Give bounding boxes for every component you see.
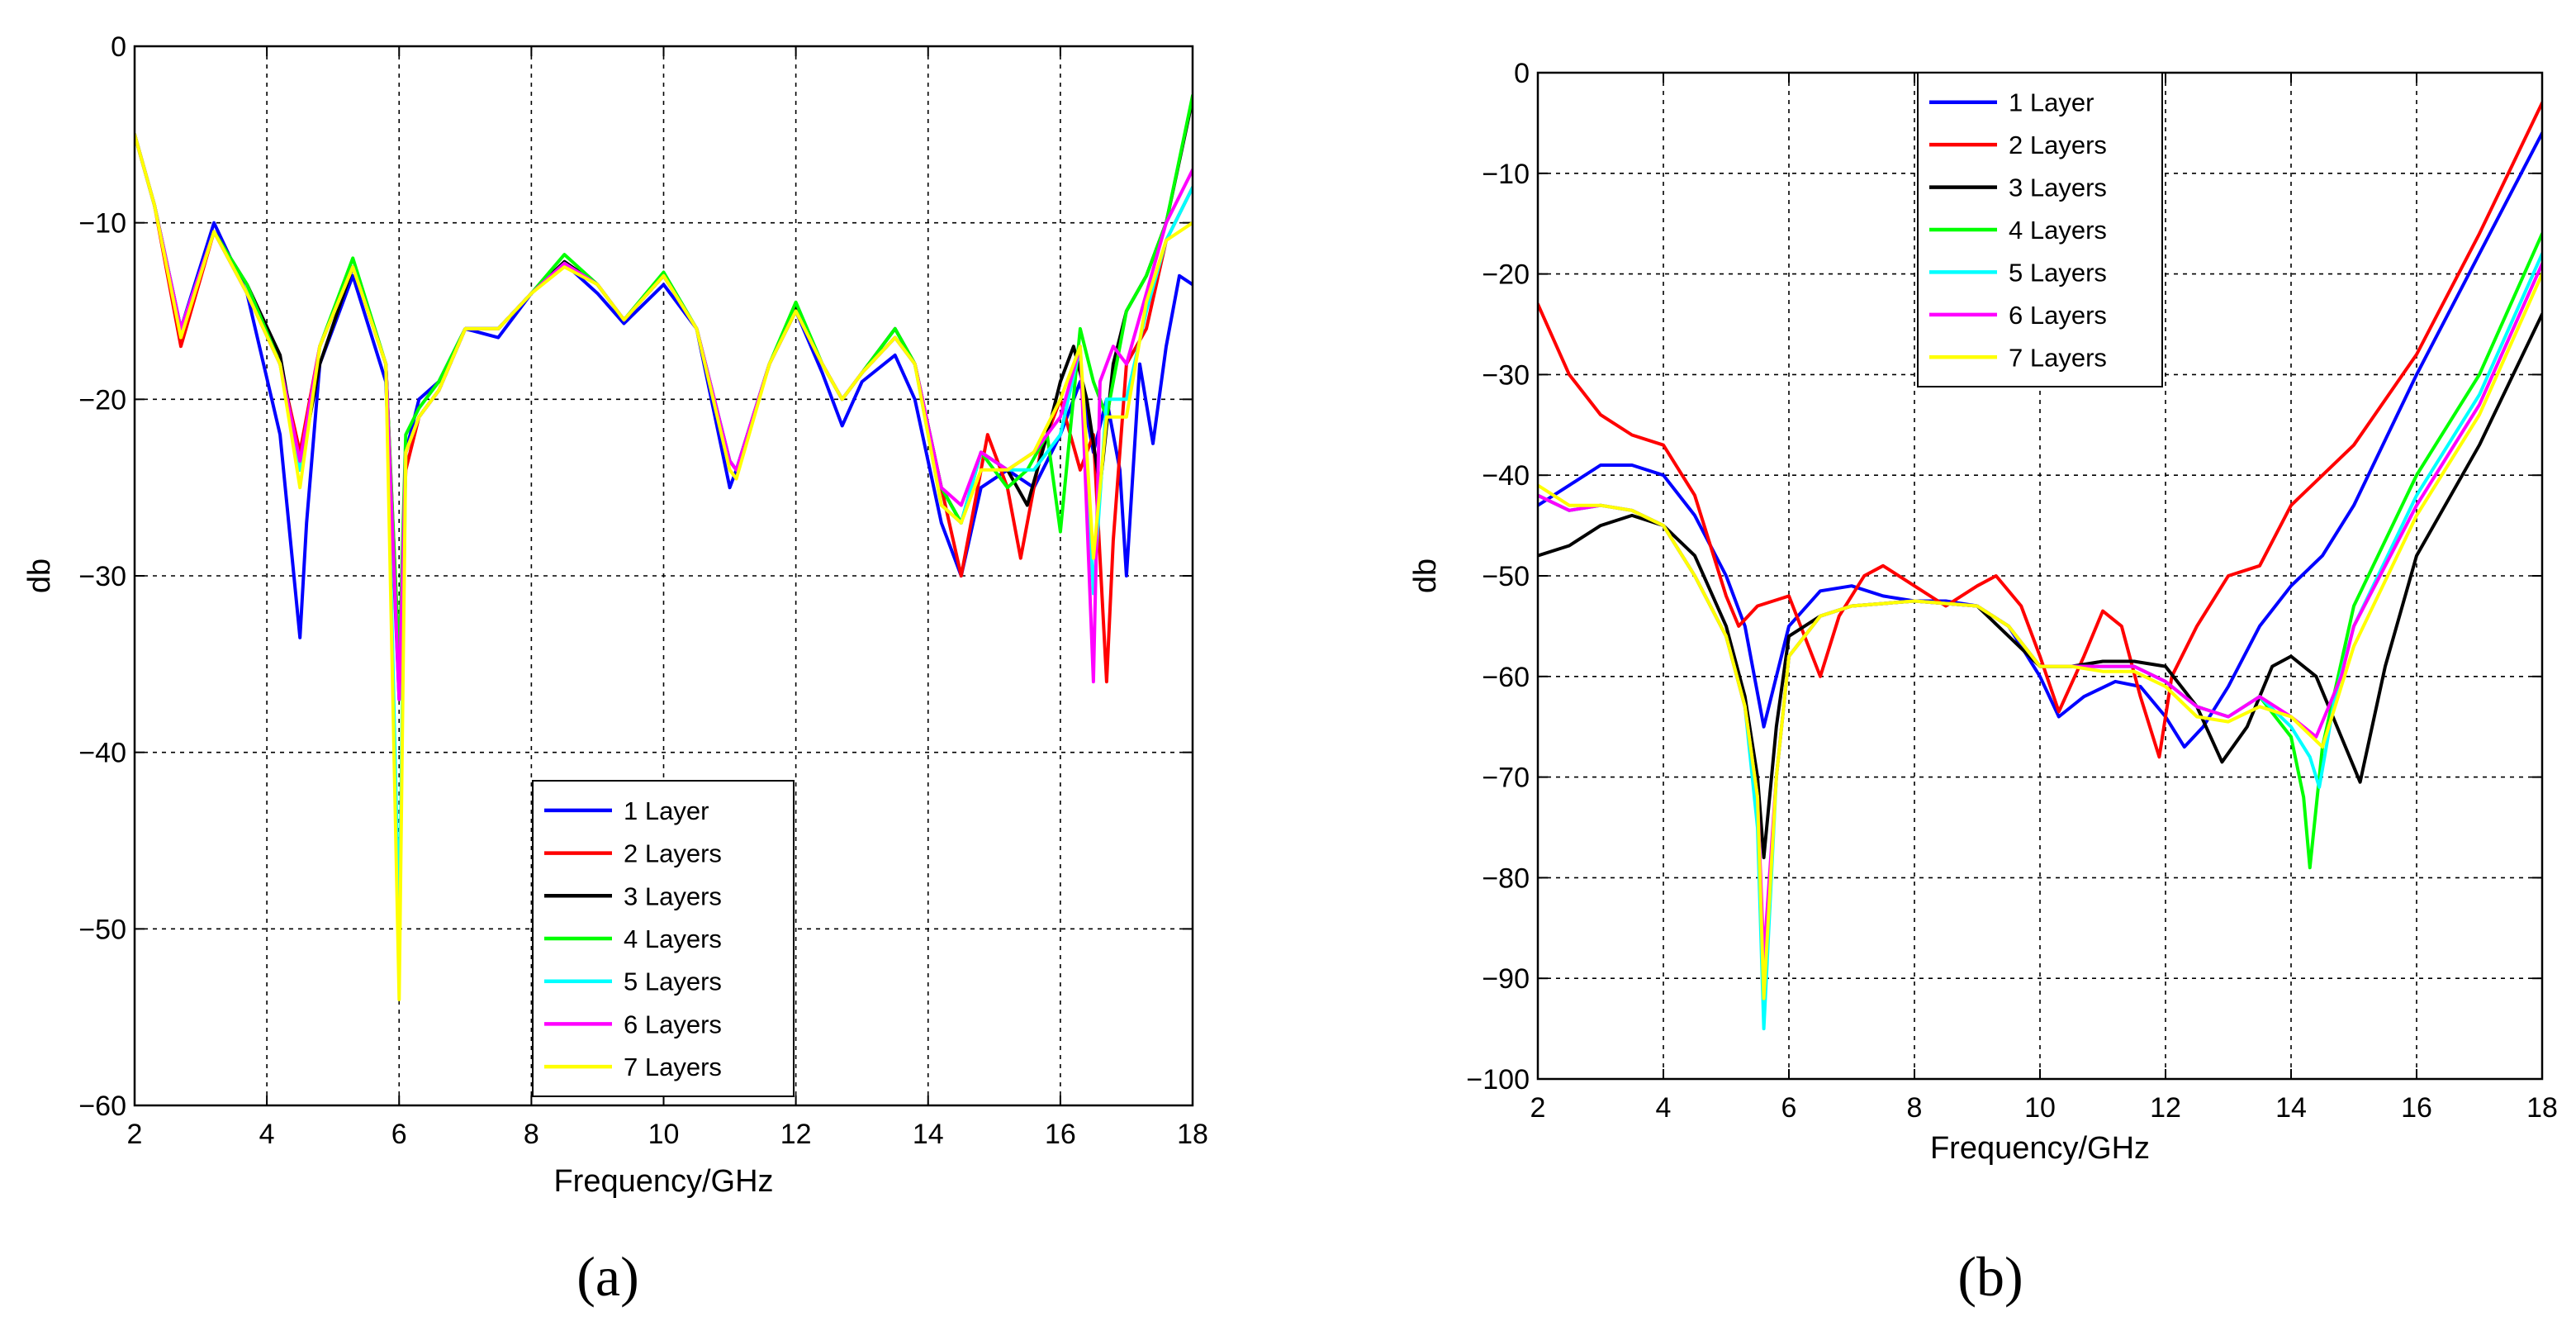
y-tick-label: −20 — [1482, 259, 1530, 291]
y-tick-label: −70 — [1482, 763, 1530, 794]
y-tick-label: −80 — [1482, 863, 1530, 894]
x-tick-label: 10 — [2024, 1092, 2056, 1124]
x-tick-label: 10 — [648, 1119, 680, 1150]
y-tick-label: −100 — [1466, 1064, 1530, 1095]
plot-frame — [133, 45, 1194, 1107]
legend-label: 2 Layers — [624, 839, 722, 868]
legend-label: 2 Layers — [2009, 131, 2107, 159]
series-group — [1538, 101, 2542, 1031]
y-tick-label: −30 — [1482, 359, 1530, 391]
legend-label: 5 Layers — [2009, 258, 2107, 287]
legend-label: 3 Layers — [2009, 173, 2107, 202]
legend-label: 3 Layers — [624, 882, 722, 910]
chart-a: 2 4 6 8 10 12 14 16 18 0 −10 −20 −30 −40 −50 −60 Frequen… — [22, 31, 1208, 1199]
series-line-2-layers — [1538, 101, 2542, 759]
chart-b: 2 4 6 8 10 12 14 16 18 0 −10 −20 −30 −40 −50 −60 −70 −80 −… — [1408, 58, 2558, 1166]
legend-label: 5 Layers — [624, 967, 722, 996]
y-tick-label: −10 — [78, 208, 126, 240]
y-tick-label: −60 — [78, 1091, 126, 1122]
legend-label: 6 Layers — [624, 1010, 722, 1038]
series-line-7-layers — [1538, 272, 2542, 1000]
x-tick-label: 4 — [1656, 1092, 1672, 1124]
y-tick-label: −40 — [78, 738, 126, 769]
x-tick-label: 18 — [2526, 1092, 2558, 1124]
y-tick-label: −20 — [78, 384, 126, 416]
x-tick-label: 2 — [1530, 1092, 1546, 1124]
legend-label: 1 Layer — [624, 796, 709, 825]
x-tick-label: 14 — [2275, 1092, 2307, 1124]
series-line-1-layer — [135, 132, 1193, 701]
x-tick-label: 16 — [1045, 1119, 1076, 1150]
legend-label: 7 Layers — [624, 1053, 722, 1081]
y-tick-label: 0 — [111, 31, 126, 63]
y-tick-label: −90 — [1482, 963, 1530, 995]
legend-label: 1 Layer — [2009, 88, 2094, 117]
series-group — [135, 93, 1193, 1001]
y-tick-label: −50 — [78, 914, 126, 945]
y-tick-label: −50 — [1482, 561, 1530, 592]
y-tick-label: −30 — [78, 561, 126, 592]
x-tick-label: 12 — [2150, 1092, 2181, 1124]
legend-label: 4 Layers — [2009, 216, 2107, 245]
panel-label-a: (a) — [576, 1245, 638, 1308]
legend-label: 7 Layers — [2009, 343, 2107, 372]
y-tick-label: 0 — [1514, 58, 1530, 89]
x-tick-label: 8 — [524, 1119, 539, 1150]
x-tick-label: 12 — [780, 1119, 812, 1150]
panel-label-b: (b) — [1957, 1245, 2023, 1308]
x-tick-label: 16 — [2401, 1092, 2432, 1124]
y-axis-title: db — [22, 558, 57, 593]
x-tick-label: 14 — [913, 1119, 944, 1150]
x-axis-title: Frequency/GHz — [553, 1164, 773, 1199]
x-tick-label: 2 — [127, 1119, 143, 1150]
x-axis-title: Frequency/GHz — [1930, 1131, 2150, 1166]
legend-label: 6 Layers — [2009, 301, 2107, 330]
x-tick-label: 8 — [1907, 1092, 1923, 1124]
x-tick-label: 4 — [259, 1119, 275, 1150]
y-axis-title: db — [1408, 558, 1443, 593]
x-tick-label: 6 — [391, 1119, 407, 1150]
y-tick-label: −40 — [1482, 460, 1530, 492]
legend-label: 4 Layers — [624, 924, 722, 953]
x-tick-label: 18 — [1177, 1119, 1208, 1150]
series-line-7-layers — [135, 132, 1193, 1001]
x-tick-label: 6 — [1781, 1092, 1797, 1124]
y-tick-label: −10 — [1482, 159, 1530, 190]
y-tick-label: −60 — [1482, 662, 1530, 693]
